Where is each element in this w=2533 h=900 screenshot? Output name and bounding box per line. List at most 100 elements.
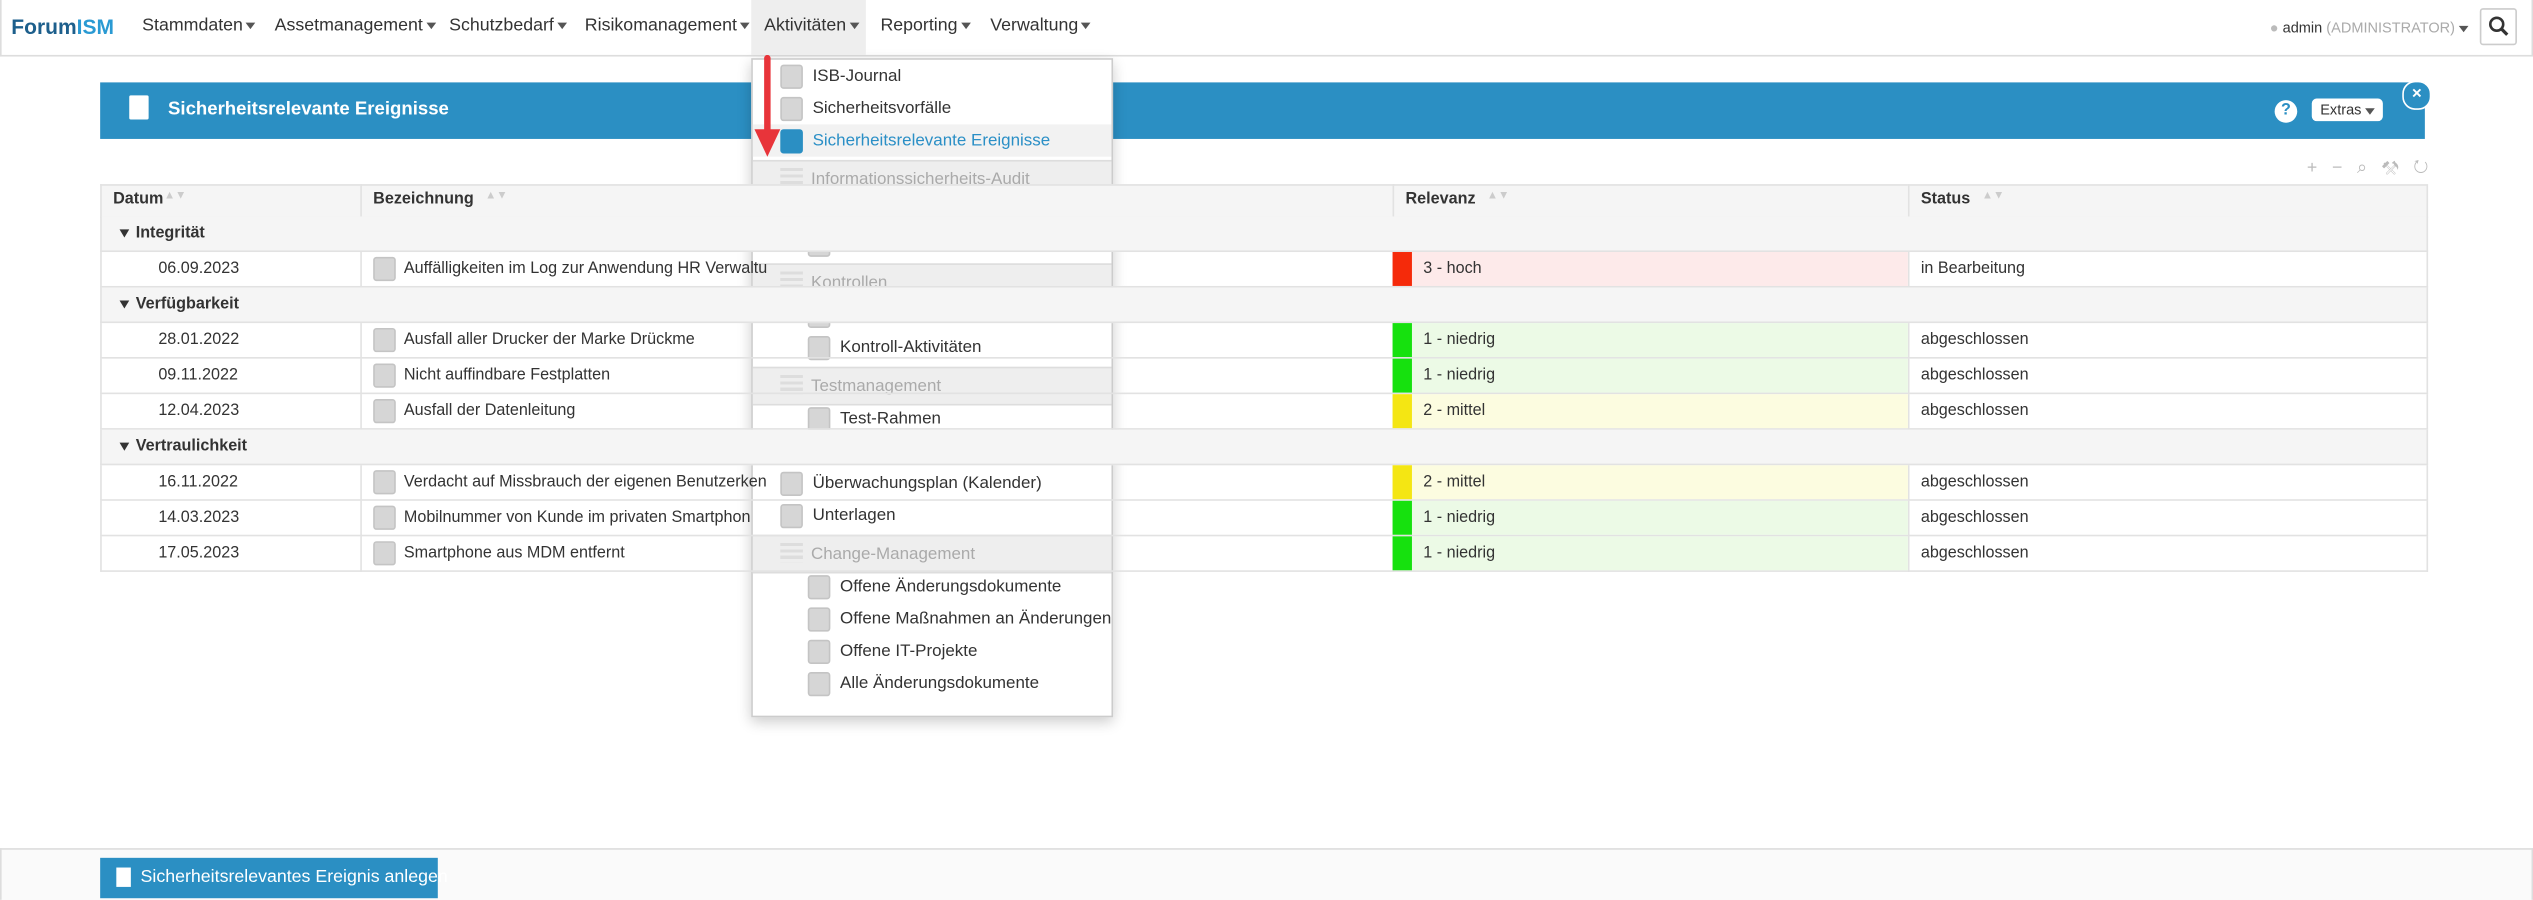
cell-border [360,501,362,537]
column-header[interactable]: Bezeichnung [373,191,474,209]
menu-icon [808,607,831,631]
relevance: 1 - niedrig [1423,367,1495,385]
relevance-color [1393,359,1412,393]
cell-border [1908,252,1910,288]
relevance: 3 - hoch [1423,260,1481,278]
group-row[interactable] [100,216,2428,252]
cell-border [1908,359,1910,395]
nav-label: Aktivitäten [764,16,846,35]
cell-border [360,252,362,288]
status: abgeschlossen [1921,367,2029,385]
date: 17.05.2023 [158,544,239,562]
group-label: Verfügbarkeit [136,296,239,314]
cell-border [1908,536,1910,572]
nav-label: Reporting [880,16,957,35]
menu-item[interactable]: Offene IT-Projekte [840,641,977,660]
doc-icon [373,506,396,530]
group-toggle [120,300,130,308]
menu-item[interactable]: Offene Änderungsdokumente [840,577,1061,596]
date: 06.09.2023 [158,260,239,278]
nav-item[interactable]: Aktivitäten [764,16,859,35]
status: abgeschlossen [1921,473,2029,491]
group-toggle [120,443,130,451]
menu-item[interactable]: Sicherheitsvorfälle [813,99,952,118]
user-menu[interactable]: ● admin (ADMINISTRATOR) [2270,19,2468,35]
menu-icon [808,640,831,664]
menu-item[interactable]: Offene Maßnahmen an Änderungen [840,609,1111,628]
nav-item[interactable]: Risikomanagement [585,16,750,35]
logo[interactable]: ForumISM [11,15,114,39]
relevance: 2 - mittel [1423,402,1485,420]
relevance-color [1393,501,1412,535]
sort-icon: ▲▼ [1982,191,2004,202]
logo-part: ISM [77,15,114,39]
cell-border [360,359,362,395]
nav-item[interactable]: Reporting [880,16,970,35]
nav-item[interactable]: Verwaltung [990,16,1091,35]
title: Mobilnummer von Kunde im privaten Smartp… [404,509,751,527]
search-icon [2481,10,2515,44]
cell-border [1908,501,1910,537]
doc-icon [373,399,396,423]
search-button[interactable] [2480,8,2517,45]
title: Nicht auffindbare Festplatten [404,367,610,385]
cell-border [360,323,362,359]
column-header-cell [360,184,1394,218]
relevance: 1 - niedrig [1423,544,1495,562]
extras-button[interactable]: Extras [2312,99,2383,122]
relevance: 1 - niedrig [1423,509,1495,527]
status: in Bearbeitung [1921,260,2025,278]
status: abgeschlossen [1921,402,2029,420]
doc-icon [373,257,396,281]
title: Ausfall aller Drucker der Marke Drückme [404,331,695,349]
doc-icon [373,470,396,494]
cell-border [360,536,362,572]
menu-icon [808,672,831,696]
title: Smartphone aus MDM entfernt [404,544,625,562]
sort-icon: ▲▼ [164,191,186,202]
relevance-color [1393,394,1412,428]
user-icon: ● [2270,19,2279,35]
title: Verdacht auf Missbrauch der eigenen Benu… [404,473,767,491]
sort-icon: ▲▼ [485,191,507,202]
help-button[interactable]: ? [2275,100,2298,123]
relevance-color [1393,536,1412,570]
menu-item[interactable]: ISB-Journal [813,66,902,85]
relevance: 2 - mittel [1423,473,1485,491]
doc-icon [373,328,396,352]
toolbar[interactable]: + − ⌕ ⚒ ↻ [2307,158,2433,179]
cell-border [1908,394,1910,430]
nav-item[interactable]: Stammdaten [142,16,256,35]
group-row[interactable] [100,288,2428,324]
relevance: 1 - niedrig [1423,331,1495,349]
date: 14.03.2023 [158,509,239,527]
sort-icon: ▲▼ [1487,191,1509,202]
arrow [750,55,786,162]
date: 12.04.2023 [158,402,239,420]
panel-icon [129,95,148,119]
column-header[interactable]: Relevanz [1405,191,1475,209]
relevance-color [1393,323,1412,357]
cell-border [360,394,362,430]
doc-icon [373,541,396,565]
cell-border [360,465,362,501]
nav-item[interactable]: Schutzbedarf [449,16,567,35]
group-row[interactable] [100,430,2428,466]
menu-item[interactable]: Alle Änderungsdokumente [840,674,1039,693]
doc-icon [116,868,131,887]
column-header[interactable]: Status [1921,191,1970,209]
create-button[interactable]: Sicherheitsrelevantes Ereignis anlegen [100,858,438,898]
menu-item[interactable]: Sicherheitsrelevante Ereignisse [813,131,1051,150]
group-label: Integrität [136,225,205,243]
menu-icon [808,575,831,599]
nav-item[interactable]: Assetmanagement [275,16,436,35]
close-button[interactable]: × [2402,81,2431,110]
status: abgeschlossen [1921,544,2029,562]
nav-label: Stammdaten [142,16,243,35]
status: abgeschlossen [1921,509,2029,527]
panel-title: Sicherheitsrelevante Ereignisse [168,100,449,119]
column-header[interactable]: Datum [113,191,163,209]
relevance-color [1393,465,1412,499]
